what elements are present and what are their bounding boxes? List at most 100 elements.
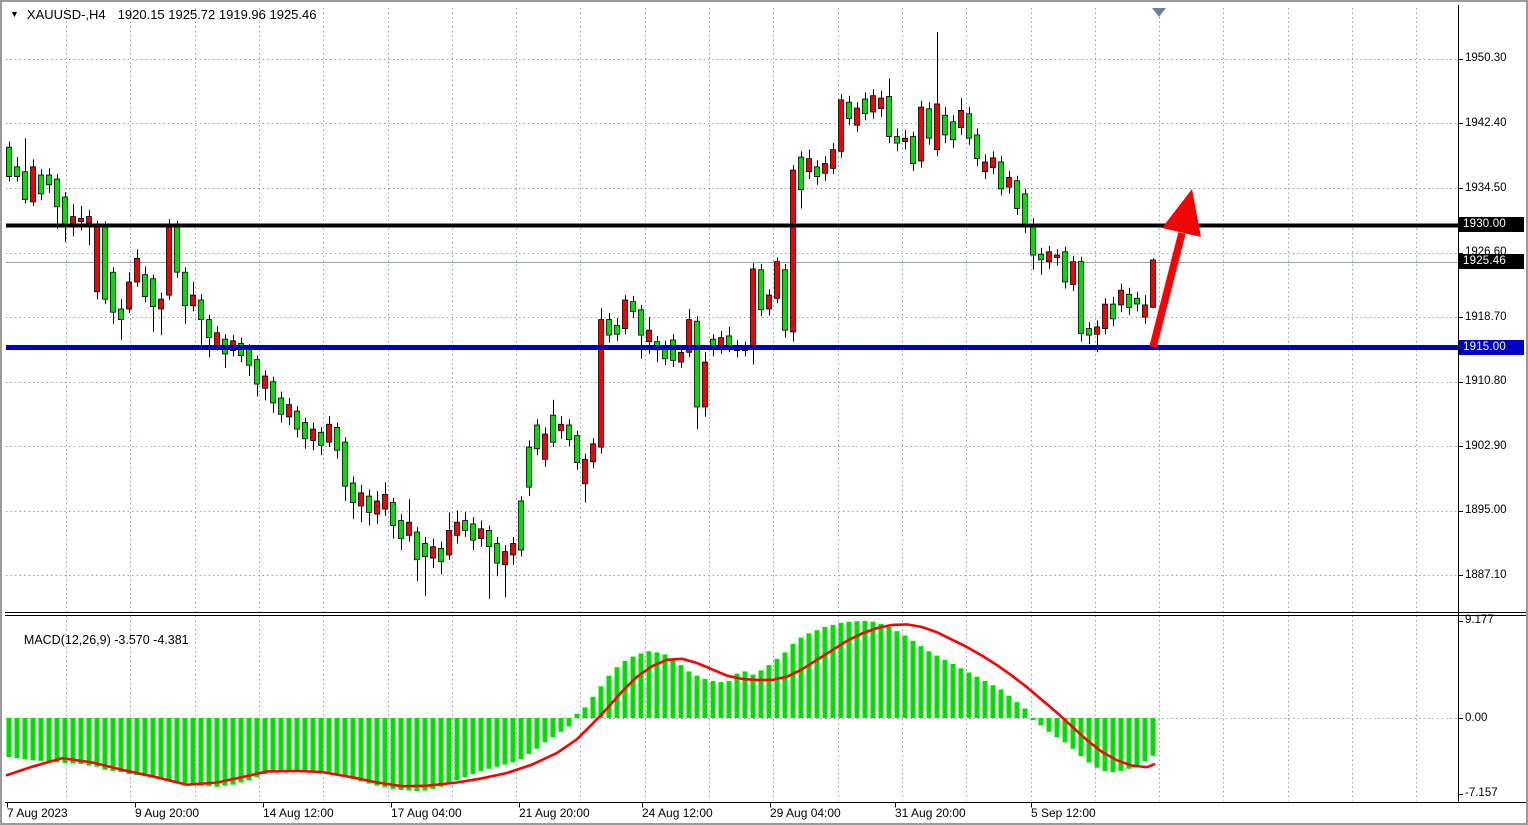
macd-bar — [30, 718, 36, 761]
macd-bar — [486, 718, 492, 769]
macd-signal-line — [5, 623, 1156, 788]
price-axis-label: 1895.00 — [1465, 504, 1507, 516]
candle-body — [1070, 261, 1076, 285]
macd-bar — [246, 718, 252, 781]
macd-bar — [94, 718, 100, 767]
macd-bar — [526, 718, 532, 754]
macd-bar — [422, 718, 428, 791]
macd-bar — [38, 718, 44, 761]
candle-body — [518, 500, 524, 551]
candle-body — [102, 224, 108, 300]
candle-body — [942, 114, 948, 136]
macd-bar — [78, 718, 84, 764]
macd-bar — [46, 718, 52, 762]
macd-bar — [238, 718, 244, 783]
candle-body — [694, 320, 700, 408]
candle-body — [62, 196, 68, 226]
candle-body — [206, 319, 212, 339]
macd-bar — [214, 718, 220, 787]
candle-body — [310, 428, 316, 441]
candle-body — [566, 424, 572, 441]
macd-bar — [878, 623, 884, 718]
macd-bar — [414, 718, 420, 791]
macd-bar — [678, 665, 684, 718]
macd-bar — [718, 682, 724, 718]
macd-bar — [54, 718, 60, 763]
candle-body — [998, 161, 1004, 190]
candle-body — [846, 101, 852, 119]
candle-body — [950, 121, 956, 141]
macd-bar — [158, 718, 164, 779]
candle-body — [606, 319, 612, 336]
candle-body — [766, 294, 772, 310]
candle-body — [558, 423, 564, 432]
macd-bar — [934, 655, 940, 718]
time-axis-label: 17 Aug 04:00 — [391, 806, 462, 820]
candle-body — [894, 136, 900, 144]
candle-body — [174, 224, 180, 273]
price-badge-current: 1925.46 — [1459, 254, 1524, 269]
macd-bar — [702, 678, 708, 718]
candle-body — [14, 166, 20, 178]
candle-body — [54, 178, 60, 208]
macd-bar — [1134, 718, 1140, 766]
macd-bar — [198, 718, 204, 786]
candle-body — [774, 261, 780, 299]
candle-body — [198, 299, 204, 321]
candle-body — [38, 174, 44, 195]
price-badge-resistance: 1930.00 — [1459, 217, 1524, 232]
candle-body — [862, 98, 868, 115]
macd-bar — [750, 674, 756, 718]
candle-body — [990, 157, 996, 169]
candle-body — [782, 269, 788, 331]
macd-name: MACD(12,26,9) — [23, 633, 111, 647]
candle-body — [526, 446, 532, 488]
macd-bar — [1030, 718, 1036, 721]
price-axis-label: 1887.10 — [1465, 569, 1507, 581]
macd-bar — [318, 718, 324, 773]
macd-bar — [478, 718, 484, 771]
candle-body — [22, 171, 28, 200]
candle-body — [30, 166, 36, 203]
macd-bar — [662, 654, 668, 718]
macd-bar — [598, 686, 604, 718]
macd-bar — [302, 718, 308, 772]
buy-arrow-annotation[interactable] — [1149, 189, 1201, 348]
candle-body — [1118, 289, 1124, 306]
candle-body — [638, 309, 644, 336]
candle-body — [870, 95, 876, 113]
macd-bar — [558, 718, 564, 732]
candle-body — [182, 271, 188, 307]
candle-body — [446, 530, 452, 556]
macd-bar — [286, 718, 292, 771]
candle-body — [270, 381, 276, 404]
macd-bar — [550, 718, 556, 737]
candle-body — [726, 335, 732, 347]
macd-bar — [70, 718, 76, 764]
candle-body — [790, 169, 796, 333]
candle-body — [814, 166, 820, 178]
macd-bar — [830, 624, 836, 718]
macd-bar — [1102, 718, 1108, 771]
chart-symbol-timeframe: XAUUSD-,H4 — [26, 7, 106, 22]
macd-bar — [102, 718, 108, 770]
macd-bar — [1022, 708, 1028, 718]
macd-bar — [14, 718, 20, 759]
macd-bar — [990, 685, 996, 718]
macd-bar — [438, 718, 444, 787]
candle-body — [1022, 193, 1028, 225]
macd-bar — [254, 718, 260, 778]
macd-bar — [790, 643, 796, 718]
macd-bar — [334, 718, 340, 776]
macd-bar — [174, 718, 180, 782]
candle-body — [142, 274, 148, 298]
symbol-dropdown-icon[interactable]: ▼ — [10, 9, 19, 19]
chart-shift-marker-icon[interactable] — [1152, 8, 1166, 17]
time-axis-label: 24 Aug 12:00 — [642, 806, 713, 820]
candle-body — [902, 137, 908, 142]
arrow-shaft — [1149, 232, 1186, 348]
macd-indicator-label: MACD(12,26,9) -3.570 -4.381 — [10, 619, 189, 661]
macd-bar — [630, 656, 636, 718]
